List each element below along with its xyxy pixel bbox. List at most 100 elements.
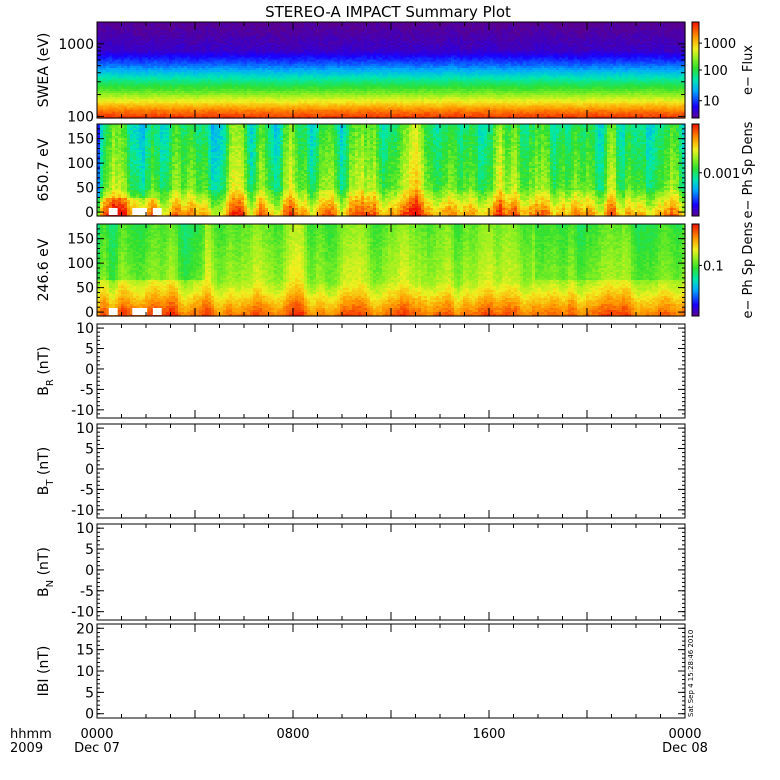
heatmap-cell	[184, 34, 188, 38]
heatmap-1	[97, 22, 686, 119]
heatmap-cell	[223, 53, 227, 56]
heatmap-cell	[220, 95, 224, 98]
heatmap-cell	[217, 86, 221, 90]
heatmap-cell	[220, 101, 224, 104]
heatmap-cell	[148, 86, 152, 90]
heatmap-cell	[259, 61, 263, 65]
heatmap-cell	[226, 47, 230, 50]
heatmap-cell	[247, 51, 251, 54]
heatmap-cell	[178, 74, 182, 77]
heatmap-cell	[250, 59, 254, 63]
heatmap-cell	[142, 88, 146, 92]
heatmap-cell	[220, 44, 224, 48]
heatmap-cell	[241, 88, 245, 92]
heatmap-cell	[286, 24, 290, 27]
heatmap-cell	[109, 34, 113, 38]
heatmap-cell	[142, 28, 146, 31]
heatmap-cell	[118, 80, 122, 84]
heatmap-cell	[223, 24, 227, 27]
heatmap-cell	[220, 40, 224, 44]
heatmap-cell	[247, 80, 251, 84]
heatmap-cell	[109, 84, 113, 88]
heatmap-cell	[256, 84, 260, 88]
heatmap-cell	[262, 90, 266, 94]
heatmap-cell	[157, 86, 161, 90]
heatmap-cell	[256, 78, 260, 82]
heatmap-cell	[277, 90, 281, 94]
heatmap-cell	[268, 74, 272, 77]
heatmap-cell	[97, 76, 101, 79]
heatmap-cell	[220, 26, 224, 29]
heatmap-cell	[100, 103, 104, 107]
heatmap-cell	[136, 101, 140, 104]
heatmap-cell	[232, 30, 236, 34]
heatmap-cell	[256, 105, 260, 109]
heatmap-cell	[277, 107, 281, 111]
heatmap-cell	[133, 28, 137, 31]
heatmap-cell	[214, 63, 218, 67]
heatmap-cell	[175, 113, 179, 117]
heatmap-cell	[208, 24, 212, 27]
heatmap-cell	[196, 74, 200, 77]
heatmap-cell	[157, 47, 161, 50]
heatmap-cell	[268, 22, 272, 25]
heatmap-cell	[136, 82, 140, 86]
heatmap-cell	[244, 51, 248, 54]
heatmap-cell	[118, 59, 122, 63]
heatmap-cell	[217, 34, 221, 38]
heatmap-cell	[154, 24, 158, 27]
heatmap-cell	[118, 51, 122, 54]
heatmap-cell	[229, 84, 233, 88]
heatmap-cell	[109, 26, 113, 29]
heatmap-cell	[268, 26, 272, 29]
heatmap-cell	[142, 63, 146, 67]
heatmap-cell	[211, 103, 215, 107]
heatmap-cell	[136, 105, 140, 109]
heatmap-cell	[187, 109, 191, 113]
heatmap-cell	[199, 44, 203, 48]
heatmap-cell	[202, 90, 206, 94]
heatmap-cell	[142, 24, 146, 27]
heatmap-cell	[238, 57, 242, 61]
heatmap-cell	[100, 88, 104, 92]
heatmap-cell	[211, 97, 215, 100]
heatmap-cell	[151, 80, 155, 84]
heatmap-cell	[106, 88, 110, 92]
heatmap-cell	[211, 113, 215, 117]
heatmap-cell	[157, 67, 161, 71]
heatmap-cell	[256, 34, 260, 38]
heatmap-cell	[235, 65, 239, 69]
heatmap-cell	[169, 55, 173, 59]
heatmap-cell	[235, 61, 239, 65]
heatmap-cell	[235, 107, 239, 111]
heatmap-cell	[115, 97, 119, 100]
heatmap-cell	[136, 70, 140, 73]
heatmap-cell	[121, 92, 125, 96]
heatmap-cell	[280, 115, 284, 119]
heatmap-cell	[121, 80, 125, 84]
heatmap-cell	[103, 26, 107, 29]
heatmap-cell	[262, 38, 266, 42]
heatmap-cell	[247, 49, 251, 52]
heatmap-cell	[106, 72, 110, 75]
heatmap-cell	[142, 57, 146, 61]
heatmap-cell	[262, 61, 266, 65]
heatmap-cell	[268, 49, 272, 52]
heatmap-cell	[205, 99, 209, 102]
heatmap-cell	[268, 28, 272, 31]
heatmap-cell	[211, 57, 215, 61]
heatmap-cell	[130, 78, 134, 82]
heatmap-cell	[262, 105, 266, 109]
heatmap-cell	[226, 65, 230, 69]
heatmap-cell	[265, 32, 269, 36]
heatmap-cell	[238, 97, 242, 100]
heatmap-cell	[103, 65, 107, 69]
heatmap-cell	[163, 61, 167, 65]
heatmap-cell	[157, 51, 161, 54]
heatmap-cell	[241, 115, 245, 119]
heatmap-cell	[178, 90, 182, 94]
heatmap-cell	[103, 109, 107, 113]
heatmap-cell	[202, 105, 206, 109]
heatmap-cell	[202, 63, 206, 67]
heatmap-cell	[211, 55, 215, 59]
